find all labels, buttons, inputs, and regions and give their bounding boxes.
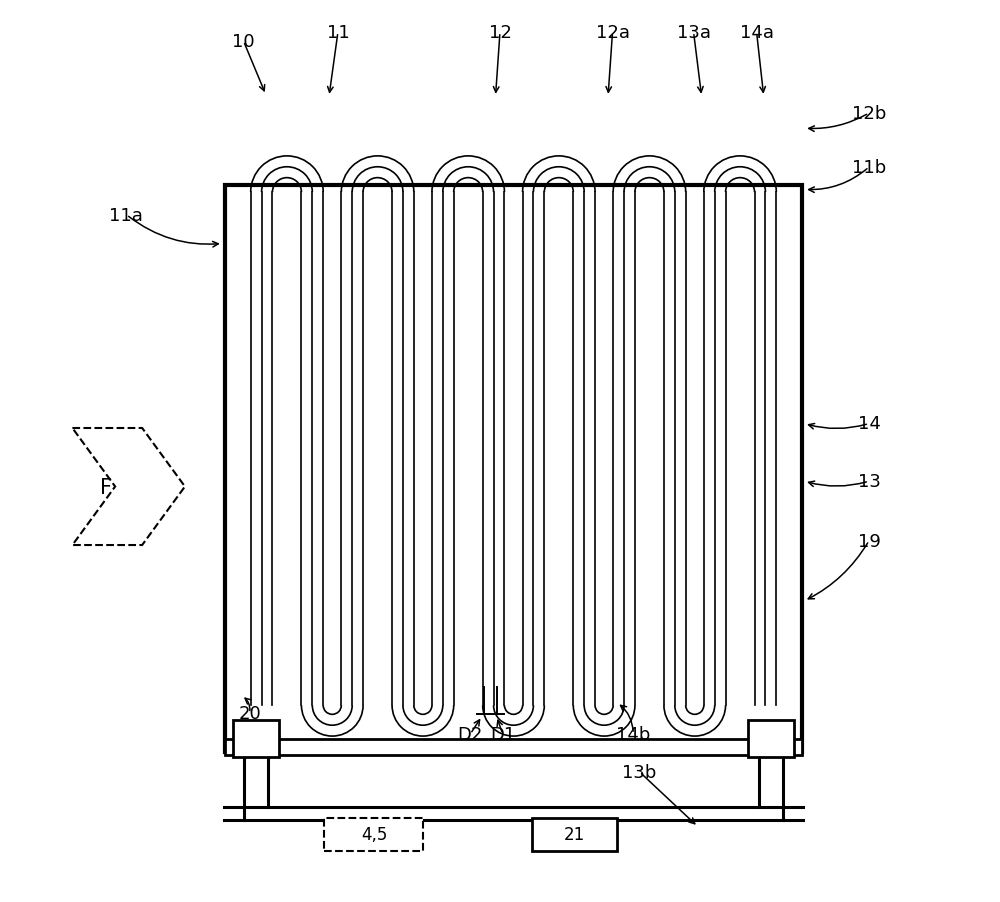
Text: 13a: 13a	[677, 23, 711, 41]
Bar	[748, 720, 794, 758]
Bar	[225, 739, 802, 755]
Text: 20: 20	[238, 704, 261, 723]
Text: 21: 21	[564, 825, 585, 843]
Text: 13: 13	[858, 473, 881, 491]
Text: 19: 19	[858, 532, 881, 550]
Text: F: F	[100, 477, 112, 497]
Bar	[233, 720, 279, 758]
Text: 14a: 14a	[740, 23, 774, 41]
Text: 12: 12	[489, 23, 511, 41]
Bar	[225, 186, 802, 752]
Bar	[532, 818, 617, 851]
Text: 12a: 12a	[596, 23, 630, 41]
Text: 14: 14	[858, 415, 881, 433]
Text: 11: 11	[327, 23, 349, 41]
Text: 11b: 11b	[852, 159, 886, 177]
Text: D2: D2	[458, 725, 483, 743]
Text: 10: 10	[232, 32, 255, 51]
Bar	[324, 818, 423, 851]
Text: 13b: 13b	[622, 763, 657, 781]
Text: 4,5: 4,5	[361, 825, 387, 843]
Text: D1: D1	[490, 725, 515, 743]
Text: 11a: 11a	[109, 207, 143, 225]
Text: 12b: 12b	[852, 105, 886, 123]
Text: 14b: 14b	[616, 725, 650, 743]
